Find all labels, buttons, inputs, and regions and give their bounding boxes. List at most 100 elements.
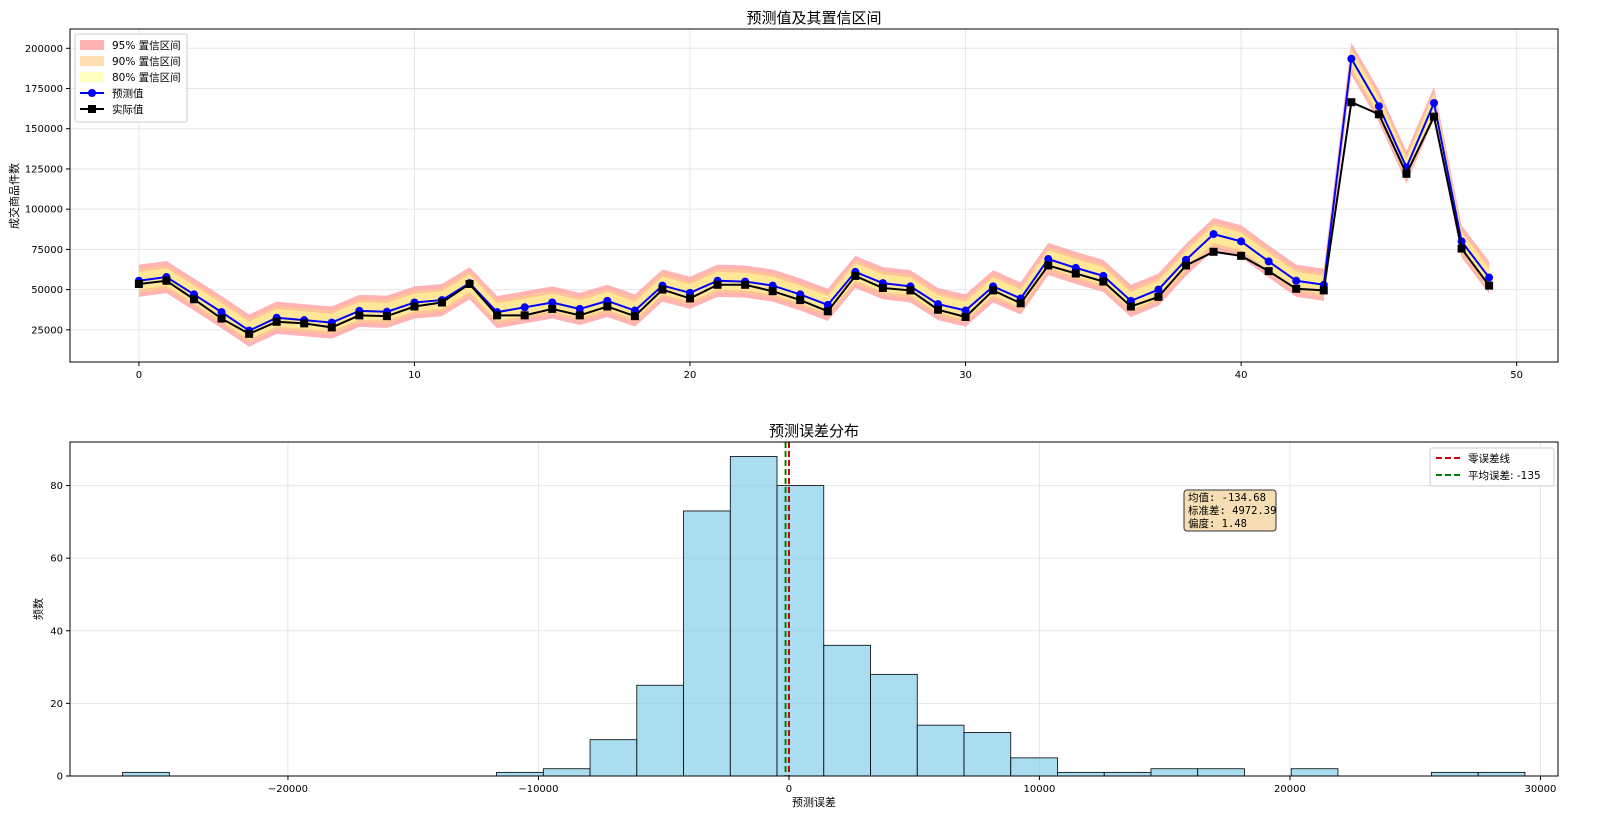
- actual-point-13: [493, 311, 502, 320]
- histogram-bar-11: [636, 684, 684, 777]
- histogram-bar-15: [823, 644, 871, 777]
- top-legend: 95% 置信区间 90% 置信区间 80% 置信区间 预测值 实际值: [74, 33, 188, 123]
- bottom-x-tick-label-4: 20000: [1274, 784, 1306, 795]
- actual-point-29: [934, 305, 942, 314]
- predicted-point-14: [520, 303, 529, 312]
- bottom-y-tick-label-4: 80: [50, 481, 63, 492]
- actual-point-3: [217, 314, 226, 323]
- histogram-bar-28: [1431, 771, 1479, 777]
- actual-point-46: [1402, 169, 1411, 178]
- legend-label-95: 95% 置信区间: [112, 39, 181, 52]
- actual-point-6: [300, 319, 309, 328]
- actual-point-17: [603, 302, 612, 311]
- predicted-point-42: [1292, 276, 1301, 285]
- histogram-bar-8: [496, 771, 544, 777]
- actual-point-23: [768, 287, 777, 296]
- series-line-1: [138, 100, 1490, 335]
- actual-point-32: [1016, 299, 1025, 308]
- actual-point-30: [961, 312, 970, 321]
- predicted-point-44: [1347, 54, 1356, 63]
- actual-point-12: [465, 279, 474, 288]
- bottom-x-tick-label-0: −20000: [268, 784, 308, 795]
- histogram-bar-14: [776, 485, 825, 777]
- top-y-tick-label-1: 50000: [31, 285, 63, 296]
- bottom-y-tick-label-3: 60: [50, 554, 63, 565]
- actual-point-15: [548, 304, 557, 313]
- bottom-x-tick-label-2: 0: [786, 784, 792, 795]
- bottom-plot-frame: [69, 441, 1559, 777]
- actual-point-28: [906, 286, 915, 295]
- actual-point-44: [1347, 98, 1356, 107]
- histogram-bar-22: [1150, 768, 1199, 777]
- legend-label-predicted: 预测值: [112, 87, 144, 100]
- bottom-y-tick-label-2: 40: [50, 626, 63, 637]
- actual-point-24: [796, 296, 805, 305]
- actual-point-9: [382, 312, 391, 321]
- bottom-x-tick-label-5: 30000: [1525, 784, 1557, 795]
- bottom-y-tick-label-1: 20: [50, 699, 63, 710]
- actual-point-42: [1292, 284, 1301, 293]
- actual-point-4: [245, 329, 254, 338]
- actual-point-22: [741, 280, 750, 289]
- actual-point-49: [1485, 281, 1494, 290]
- bottom-y-tick-label-0: 0: [57, 772, 63, 783]
- bottom-chart-title: 预测误差分布: [769, 422, 859, 440]
- legend-label-mean: 平均误差: -135: [1468, 469, 1541, 482]
- histogram-bar-21: [1103, 771, 1152, 777]
- actual-point-45: [1374, 110, 1383, 119]
- actual-point-25: [823, 307, 832, 316]
- bottom-y-axis-label: 频数: [31, 598, 45, 620]
- predicted-point-15: [548, 298, 557, 307]
- predicted-point-39: [1209, 230, 1218, 239]
- actual-point-14: [520, 311, 529, 320]
- actual-point-0: [134, 279, 143, 288]
- histogram-bar-12: [683, 510, 731, 777]
- histogram-bar-29: [1477, 771, 1526, 777]
- actual-point-26: [851, 271, 860, 280]
- actual-point-21: [713, 280, 722, 289]
- series-line-0: [138, 55, 1490, 332]
- legend-marker-actual: [88, 105, 96, 113]
- prediction-interval-chart: 预测值及其置信区间 0 10 20 30 40 50 25000 50000 75000 100…: [7, 9, 1559, 381]
- top-y-tick-label-4: 125000: [25, 164, 63, 175]
- actual-point-40: [1237, 251, 1246, 260]
- stats-skew: 偏度: 1.48: [1188, 517, 1247, 530]
- actual-point-31: [989, 286, 998, 295]
- confidence-band-2: [138, 49, 1490, 340]
- top-x-tick-label-0: 0: [136, 370, 142, 381]
- legend-label-90: 90% 置信区间: [112, 55, 181, 68]
- top-x-tick-label-5: 50: [1510, 370, 1523, 381]
- actual-point-20: [686, 294, 694, 303]
- histogram-bar-9: [542, 768, 591, 777]
- histogram-bar-18: [963, 732, 1012, 777]
- predicted-point-40: [1237, 237, 1246, 246]
- top-y-tick-label-2: 75000: [31, 245, 63, 256]
- predicted-point-41: [1264, 257, 1273, 266]
- histogram-bar-16: [870, 673, 918, 777]
- legend-label-80: 80% 置信区间: [112, 71, 181, 84]
- actual-point-18: [630, 312, 639, 321]
- actual-point-8: [355, 311, 364, 320]
- bottom-x-tick-label-1: −10000: [518, 784, 558, 795]
- legend-marker-predicted: [88, 89, 96, 97]
- legend-label-zero: 零误差线: [1468, 452, 1510, 465]
- actual-point-19: [658, 285, 667, 294]
- legend-swatch-80: [80, 72, 104, 82]
- actual-point-5: [272, 317, 281, 326]
- predicted-point-33: [1044, 255, 1053, 264]
- predicted-point-49: [1485, 273, 1494, 282]
- bottom-x-tick-label-3: 10000: [1024, 784, 1056, 795]
- actual-point-38: [1182, 261, 1190, 270]
- top-y-tick-label-6: 175000: [25, 84, 63, 95]
- histogram-bar-13: [729, 456, 778, 777]
- top-y-tick-label-3: 100000: [25, 205, 63, 216]
- actual-point-33: [1044, 261, 1053, 270]
- histogram-bar-23: [1197, 768, 1245, 777]
- actual-point-36: [1126, 302, 1135, 311]
- top-y-tick-label-7: 200000: [25, 44, 63, 55]
- top-y-axis-label: 成交商品件数: [7, 163, 21, 229]
- actual-point-47: [1430, 112, 1438, 121]
- actual-point-1: [162, 276, 171, 285]
- stats-std: 标准差: 4972.39: [1188, 504, 1276, 517]
